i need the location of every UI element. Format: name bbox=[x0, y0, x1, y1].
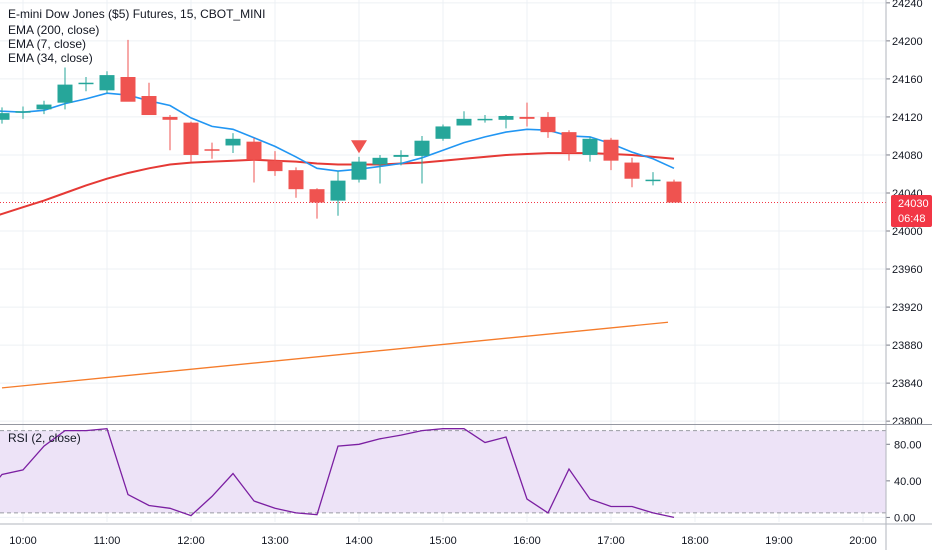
candle-up bbox=[393, 154, 409, 157]
candle-up bbox=[225, 138, 241, 146]
candle-up bbox=[36, 104, 52, 110]
ema200-line bbox=[1, 321, 669, 389]
signal-marker bbox=[351, 140, 367, 154]
candle-down bbox=[204, 149, 220, 151]
candle-up bbox=[0, 113, 10, 120]
rsi-legend[interactable]: RSI (2, close) bbox=[8, 431, 81, 445]
y-tick-label: 23920 bbox=[892, 302, 923, 314]
x-tick-label: 15:00 bbox=[429, 535, 457, 547]
candle-down bbox=[624, 162, 640, 179]
y-tick-label: 23840 bbox=[892, 378, 923, 390]
x-tick-label: 18:00 bbox=[681, 535, 709, 547]
y-tick-label: 23800 bbox=[892, 416, 923, 428]
candle-up bbox=[435, 126, 451, 139]
candle-down bbox=[561, 132, 577, 154]
candle-down bbox=[183, 122, 199, 155]
ema7-legend[interactable]: EMA (7, close) bbox=[8, 37, 86, 51]
candle-up bbox=[99, 75, 115, 91]
y-tick-label: 24000 bbox=[892, 226, 923, 238]
x-tick-label: 17:00 bbox=[597, 535, 625, 547]
rsi-tick-label: 80.00 bbox=[894, 439, 922, 451]
candle-up bbox=[582, 138, 598, 155]
price-badge-value: 24030 bbox=[898, 198, 929, 210]
x-tick-label: 10:00 bbox=[9, 535, 37, 547]
candle-down bbox=[141, 96, 157, 116]
candle-down bbox=[288, 170, 304, 190]
x-tick-label: 20:00 bbox=[849, 535, 877, 547]
ema7-line bbox=[0, 92, 675, 172]
x-tick-label: 12:00 bbox=[177, 535, 205, 547]
rsi-tick-label: 40.00 bbox=[894, 476, 922, 488]
candle-up bbox=[351, 161, 367, 180]
candle-up bbox=[330, 180, 346, 201]
ema34-line bbox=[0, 152, 675, 216]
symbol-title[interactable]: E-mini Dow Jones ($5) Futures, 15, CBOT_… bbox=[8, 7, 265, 21]
y-tick-label: 24120 bbox=[892, 112, 923, 124]
rsi-band bbox=[0, 430, 886, 514]
candle-down bbox=[666, 181, 682, 203]
rsi-tick-label: 0.00 bbox=[894, 512, 915, 524]
candle-down bbox=[162, 116, 178, 120]
candle-up bbox=[477, 118, 493, 121]
candle-down bbox=[246, 141, 262, 160]
candle-up bbox=[15, 111, 31, 113]
y-tick-label: 23960 bbox=[892, 264, 923, 276]
ema34-legend[interactable]: EMA (34, close) bbox=[8, 51, 93, 65]
candle-down bbox=[519, 116, 535, 119]
candle-up bbox=[57, 84, 73, 103]
y-tick-label: 23880 bbox=[892, 340, 923, 352]
y-tick-label: 24160 bbox=[892, 74, 923, 86]
candle-up bbox=[414, 140, 430, 156]
candle-up bbox=[372, 157, 388, 165]
x-tick-label: 11:00 bbox=[94, 535, 121, 547]
candle-up bbox=[456, 118, 472, 126]
rsi-band-fill bbox=[0, 430, 886, 513]
candle-up bbox=[645, 179, 661, 182]
x-tick-label: 13:00 bbox=[261, 535, 289, 547]
candle-down bbox=[309, 189, 325, 203]
candle-down bbox=[603, 139, 619, 161]
price-badge-time: 06:48 bbox=[898, 213, 926, 225]
last-price-badge: 24030 06:48 bbox=[891, 195, 932, 227]
x-tick-label: 19:00 bbox=[765, 535, 793, 547]
candle-up bbox=[498, 115, 514, 120]
x-tick-label: 16:00 bbox=[513, 535, 541, 547]
ema200-legend[interactable]: EMA (200, close) bbox=[8, 23, 99, 37]
candle-up bbox=[78, 82, 94, 85]
candle-down bbox=[267, 160, 283, 172]
rsi-line bbox=[0, 428, 675, 519]
y-tick-label: 24200 bbox=[892, 36, 923, 48]
price-badge-background bbox=[891, 195, 932, 227]
rsi-series bbox=[0, 428, 675, 519]
y-tick-label: 24240 bbox=[892, 0, 923, 10]
candle-down bbox=[540, 116, 556, 133]
x-tick-label: 14:00 bbox=[345, 535, 373, 547]
y-tick-label: 24080 bbox=[892, 150, 923, 162]
candle-down bbox=[120, 77, 136, 102]
price-series bbox=[0, 39, 886, 389]
